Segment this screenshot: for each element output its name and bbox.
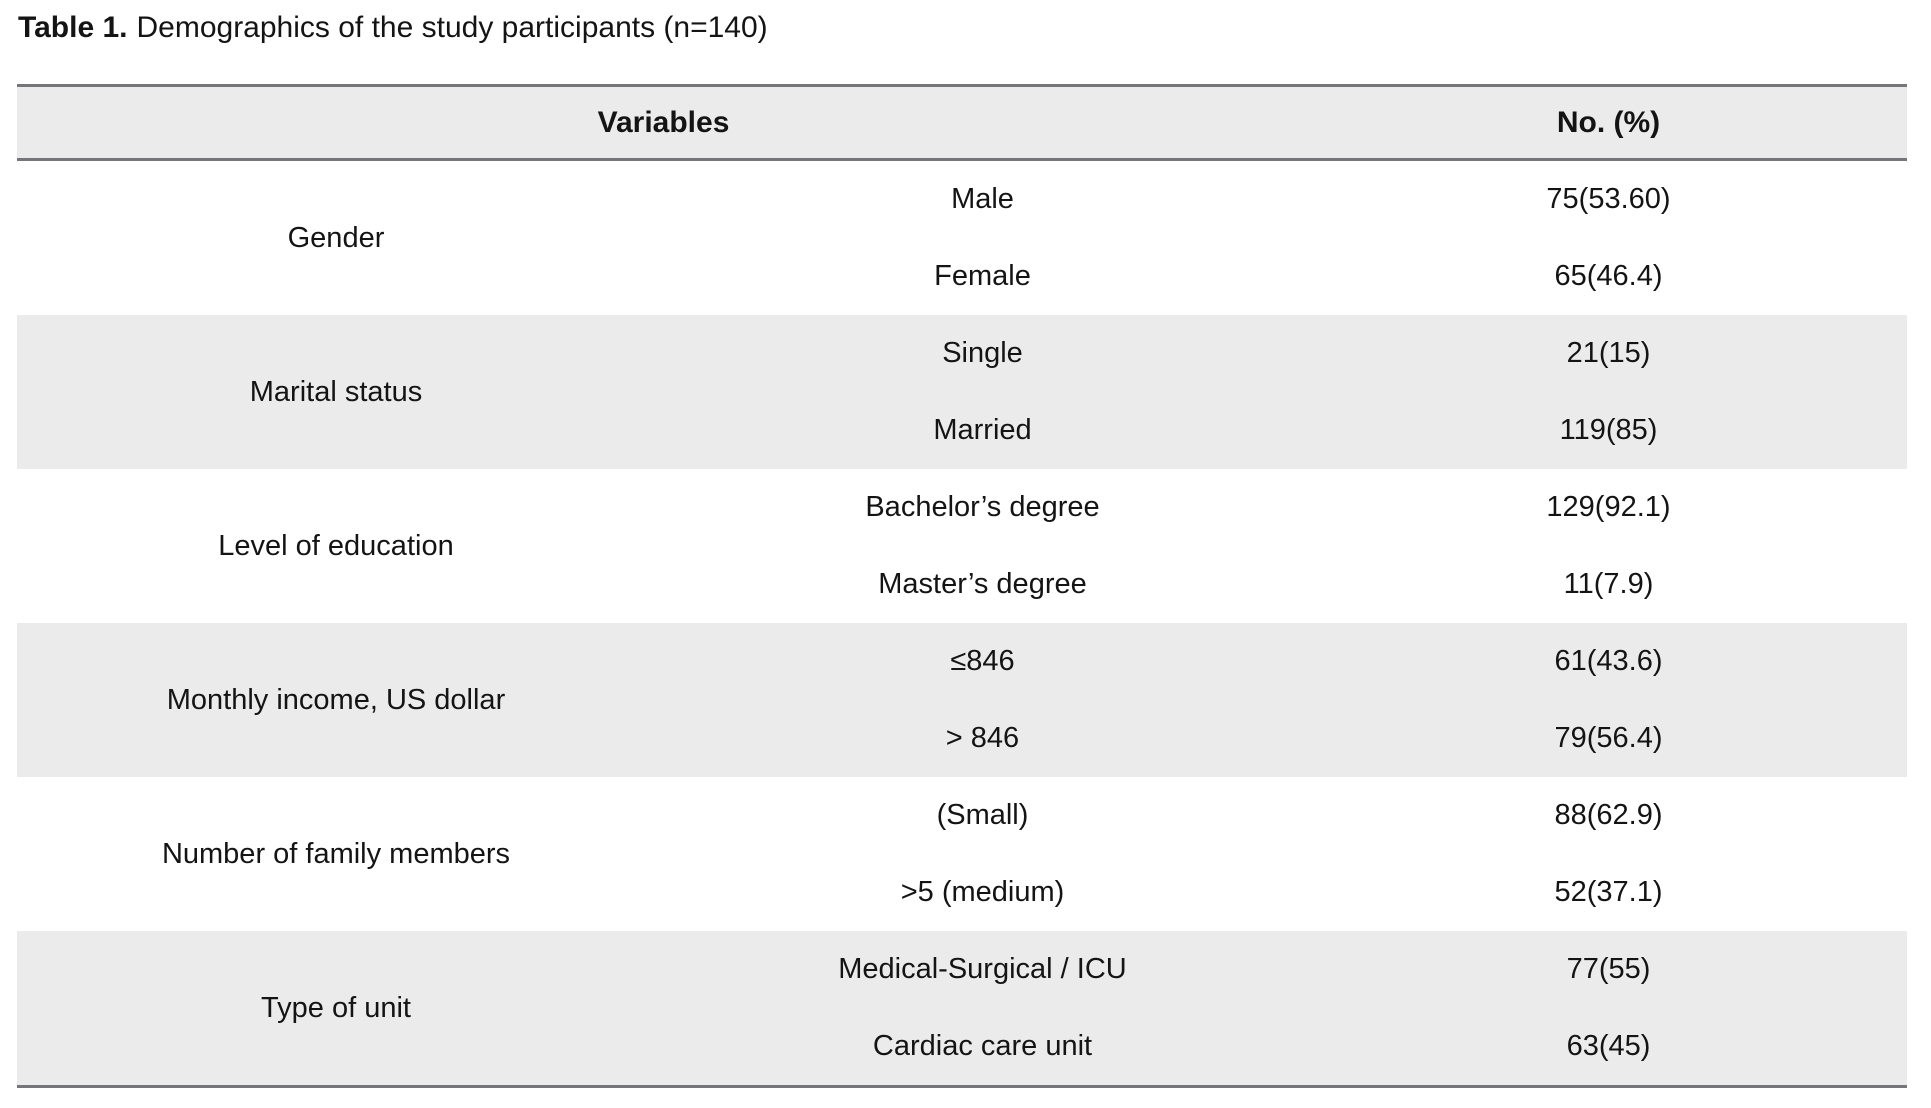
- demographics-table: Variables No. (%) Gender Male 75(53.60) …: [17, 84, 1907, 1088]
- category-cell: Bachelor’s degree: [865, 491, 1100, 523]
- variable-cell: Level of education: [218, 529, 454, 562]
- value-cell: 88(62.9): [1554, 799, 1663, 831]
- category-cell: ≤846: [950, 645, 1015, 677]
- value-cell: 61(43.6): [1554, 645, 1663, 677]
- category-cell: (Small): [936, 799, 1029, 831]
- row-group-type-of-unit: Type of unit Medical-Surgical / ICU 77(5…: [17, 931, 1907, 1085]
- row-group-marital-status: Marital status Single 21(15) Married 119…: [17, 315, 1907, 469]
- category-cell: >5 (medium): [900, 876, 1065, 908]
- value-cell: 79(56.4): [1554, 722, 1663, 754]
- value-cell: 52(37.1): [1554, 876, 1663, 908]
- variable-cell: Gender: [287, 221, 385, 254]
- category-cell: Master’s degree: [878, 568, 1087, 600]
- value-cell: 75(53.60): [1546, 183, 1671, 215]
- category-cell: Medical-Surgical / ICU: [838, 953, 1127, 985]
- variable-cell: Type of unit: [261, 991, 411, 1024]
- category-cell: Female: [934, 260, 1031, 292]
- value-cell: 21(15): [1566, 337, 1651, 369]
- category-cell: > 846: [945, 722, 1020, 754]
- category-cell: Married: [933, 414, 1032, 446]
- variable-cell: Number of family members: [161, 837, 511, 870]
- column-header-no-pct: No. (%): [1556, 105, 1661, 139]
- category-cell: Single: [942, 337, 1023, 369]
- table-caption-text: Demographics of the study participants (…: [136, 11, 768, 44]
- table-caption: Table 1. Demographics of the study partic…: [18, 10, 768, 46]
- value-cell: 129(92.1): [1546, 491, 1671, 523]
- variable-cell: Marital status: [249, 375, 423, 408]
- column-header-variables: Variables: [597, 105, 730, 139]
- category-cell: Male: [951, 183, 1014, 215]
- value-cell: 63(45): [1566, 1030, 1651, 1062]
- value-cell: 11(7.9): [1563, 568, 1654, 600]
- value-cell: 119(85): [1559, 414, 1658, 446]
- value-cell: 65(46.4): [1554, 260, 1663, 292]
- table-header-row: Variables No. (%): [17, 84, 1907, 161]
- category-cell: Cardiac care unit: [872, 1030, 1093, 1062]
- variable-cell: Monthly income, US dollar: [166, 683, 506, 716]
- value-cell: 77(55): [1566, 953, 1651, 985]
- row-group-monthly-income: Monthly income, US dollar ≤846 61(43.6) …: [17, 623, 1907, 777]
- table-caption-label: Table 1.: [18, 11, 128, 44]
- row-group-family-members: Number of family members (Small) 88(62.9…: [17, 777, 1907, 931]
- row-group-gender: Gender Male 75(53.60) Female 65(46.4): [17, 161, 1907, 315]
- row-group-education: Level of education Bachelor’s degree 129…: [17, 469, 1907, 623]
